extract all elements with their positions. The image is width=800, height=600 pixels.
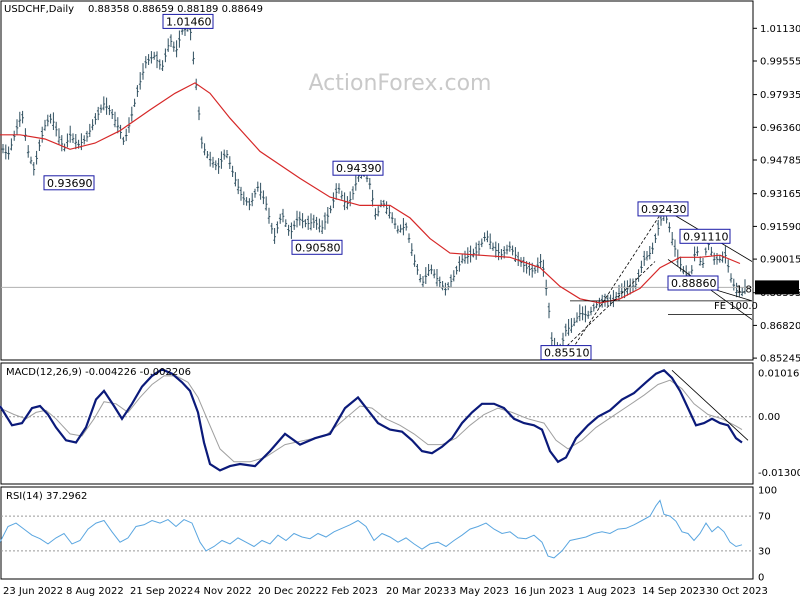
price-series bbox=[1, 21, 753, 356]
price-annotation-box bbox=[162, 13, 214, 29]
price-tick-label: 0.96360 bbox=[760, 123, 800, 134]
moving-average bbox=[0, 82, 741, 304]
x-axis-label: 1 Aug 2023 bbox=[578, 586, 636, 597]
x-axis-label: 2 Feb 2023 bbox=[322, 586, 378, 597]
price-annotation-label: 0.85510 bbox=[544, 347, 590, 360]
price-tick-label: 0.90015 bbox=[760, 255, 800, 266]
x-axis-label: 4 Nov 2022 bbox=[194, 586, 252, 597]
rsi-tick-label: 100 bbox=[758, 486, 777, 497]
current-price-label: 0.88649 bbox=[758, 283, 799, 294]
price-annotation-box bbox=[637, 201, 689, 217]
price-tick-label: 0.85245 bbox=[760, 354, 800, 365]
price-annotation-label: 0.92430 bbox=[641, 203, 687, 216]
macd-title: MACD(12,26,9) -0.004226 -0.002206 bbox=[6, 367, 191, 378]
x-axis-label: 21 Sep 2022 bbox=[130, 586, 193, 597]
rsi-tick-label: 70 bbox=[758, 512, 771, 523]
price-annotation-label: 0.94390 bbox=[336, 162, 382, 175]
price-annotation-box bbox=[43, 175, 95, 191]
price-annotation-box bbox=[332, 160, 384, 176]
rsi-series bbox=[0, 499, 753, 559]
price-tick-label: 0.94785 bbox=[760, 156, 800, 167]
rising-channel-upper bbox=[569, 208, 665, 353]
current-price-tag bbox=[755, 280, 799, 295]
x-axis-label: 23 Jun 2022 bbox=[3, 586, 63, 597]
price-annotation-label: 0.90580 bbox=[295, 241, 341, 254]
price-annotation-box bbox=[291, 239, 343, 255]
rsi-line bbox=[0, 499, 743, 559]
macd-panel[interactable] bbox=[0, 362, 754, 485]
rsi-title: RSI(14) 37.2962 bbox=[6, 491, 87, 502]
x-axis-label: 14 Sep 2023 bbox=[642, 586, 705, 597]
price-tick-label: 0.86820 bbox=[760, 321, 800, 332]
price-tick-label: 0.91590 bbox=[760, 222, 800, 233]
price-annotation-box bbox=[679, 228, 731, 244]
price-annotation-label: 1.01460 bbox=[166, 15, 212, 28]
axis-ticks: 1.01130 0.99555 0.97935 0.96360 0.94785 0.931… bbox=[3, 24, 800, 597]
price-tick-label: 1.01130 bbox=[760, 24, 800, 35]
rsi-tick-label: 30 bbox=[758, 546, 771, 557]
x-axis-label: 8 Aug 2022 bbox=[66, 586, 124, 597]
rsi-panel[interactable] bbox=[0, 486, 754, 580]
macd-series bbox=[0, 368, 753, 472]
x-axis-label: 16 Jun 2023 bbox=[514, 586, 574, 597]
macd-tick-label: 0.00 bbox=[758, 412, 780, 423]
price-annotation-box bbox=[540, 345, 592, 361]
x-axis-label: 3 May 2023 bbox=[450, 586, 509, 597]
fe-label: FE 100.0 bbox=[714, 301, 758, 312]
macd-trendline bbox=[671, 370, 749, 441]
macd-tick-label: -0.013006 bbox=[758, 468, 800, 479]
price-annotation-label: 0.91110 bbox=[683, 230, 729, 243]
x-axis-label: 30 Oct 2023 bbox=[706, 586, 768, 597]
price-tick-label: 0.99555 bbox=[760, 57, 800, 68]
price-panel[interactable] bbox=[0, 0, 754, 361]
fe-label-partial: 1.8 bbox=[736, 285, 752, 296]
x-axis-label: 20 Dec 2022 bbox=[258, 586, 322, 597]
chart-ohlc: 0.88358 0.88659 0.88189 0.88649 bbox=[88, 4, 263, 15]
price-annotation-label: 0.93690 bbox=[47, 177, 93, 190]
chart-symbol: USDCHF,Daily bbox=[4, 4, 74, 15]
macd-tick-label: 0.010166 bbox=[758, 369, 800, 380]
macd-line bbox=[0, 368, 743, 472]
watermark: ActionForex.com bbox=[309, 71, 492, 96]
price-annotation-box bbox=[667, 275, 719, 291]
ma-line bbox=[0, 82, 741, 304]
price-annotation-label: 0.88860 bbox=[671, 277, 717, 290]
price-tick-label: 0.97935 bbox=[760, 90, 800, 101]
rising-channel-lower bbox=[559, 261, 656, 353]
rsi-tick-label: 0 bbox=[758, 573, 764, 584]
price-tick-label: 0.93165 bbox=[760, 189, 800, 200]
price-annotations: 1.01460 0.93690 0.94390 0.90580 0.92430 0.911… bbox=[43, 13, 731, 361]
x-axis-label: 20 Mar 2023 bbox=[386, 586, 449, 597]
